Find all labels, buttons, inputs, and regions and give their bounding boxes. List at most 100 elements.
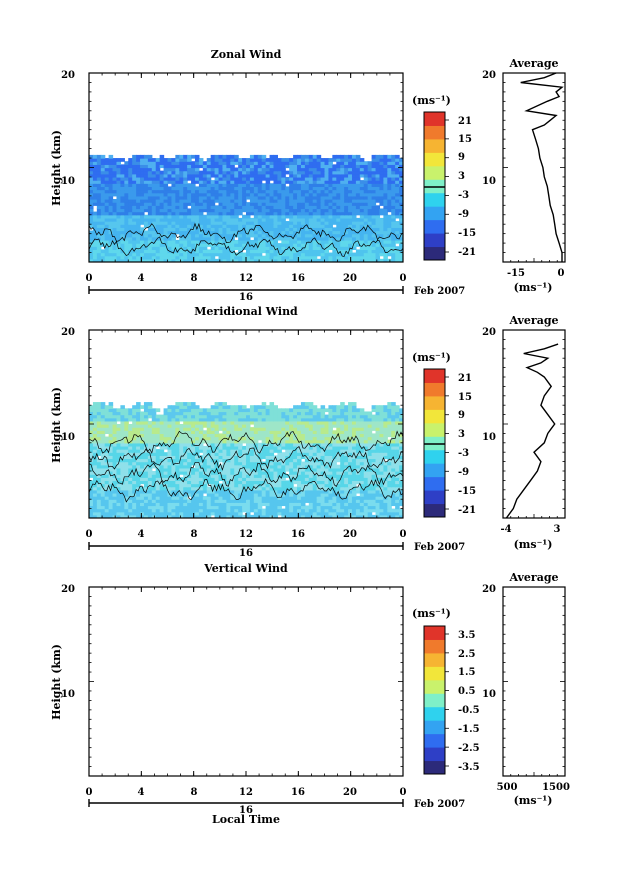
heatmap-cell — [387, 167, 392, 172]
heatmap-cell — [143, 496, 149, 500]
heatmap-cell — [96, 489, 102, 494]
heatmap-cell — [159, 436, 165, 441]
heatmap-cell — [234, 173, 239, 178]
heatmap-cell — [246, 458, 251, 463]
heatmap-cell — [108, 192, 114, 197]
heatmap-cell — [108, 255, 114, 260]
heatmap-cell — [238, 514, 243, 518]
heatmap-cell — [289, 255, 294, 260]
heatmap-cell — [351, 258, 357, 262]
heatmap-cell — [249, 186, 255, 191]
heatmap-cell — [112, 499, 118, 503]
heatmap-cell — [375, 445, 381, 450]
heatmap-cell — [304, 255, 310, 260]
heatmap-cell — [379, 502, 384, 507]
heatmap-cell — [383, 176, 388, 181]
heatmap-cell — [116, 511, 121, 516]
heatmap-cell — [304, 452, 310, 456]
heatmap-cell — [297, 208, 302, 213]
heatmap-cell — [120, 211, 125, 216]
heatmap-cell — [300, 505, 306, 510]
heatmap-cell — [293, 471, 298, 475]
heatmap-cell — [249, 474, 255, 478]
heatmap-cell — [324, 480, 330, 485]
heatmap-cell — [187, 161, 192, 165]
heatmap-cell — [151, 442, 157, 447]
heatmap-cell — [116, 458, 121, 463]
heatmap-cell — [128, 227, 133, 232]
heatmap-cell — [124, 243, 129, 247]
heatmap-cell — [116, 195, 121, 200]
heatmap-cell — [140, 246, 145, 250]
heatmap-cell — [399, 173, 403, 178]
heatmap-cell — [281, 249, 286, 254]
heatmap-cell — [89, 489, 94, 494]
heatmap-cell — [249, 176, 255, 181]
heatmap-cell — [214, 502, 220, 507]
heatmap-cell — [226, 158, 231, 162]
heatmap-cell — [167, 192, 173, 197]
heatmap-cell — [332, 499, 337, 503]
heatmap-cell — [371, 208, 377, 213]
heatmap-cell — [257, 176, 263, 181]
heatmap-cell — [300, 461, 306, 466]
heatmap-cell — [289, 508, 294, 513]
heatmap-cell — [253, 233, 259, 238]
heatmap-cell — [332, 205, 337, 210]
heatmap-cell — [171, 195, 176, 200]
heatmap-cell — [246, 170, 251, 175]
heatmap-cell — [234, 452, 239, 456]
heatmap-cell — [179, 255, 184, 260]
heatmap-cell — [206, 461, 212, 466]
heatmap-cell — [281, 474, 286, 478]
heatmap-cell — [175, 492, 180, 497]
heatmap-cell — [387, 239, 392, 244]
heatmap-cell — [120, 445, 125, 450]
heatmap-cell — [175, 430, 180, 434]
heatmap-cell — [96, 224, 102, 228]
heatmap-cell — [194, 202, 200, 206]
heatmap-cell — [155, 183, 161, 187]
heatmap-cell — [332, 467, 337, 472]
heatmap-cell — [391, 514, 396, 518]
heatmap-cell — [257, 505, 263, 510]
heatmap-cell — [187, 233, 192, 238]
heatmap-cell — [112, 455, 118, 460]
heatmap-cell — [281, 236, 286, 241]
heatmap-cell — [351, 176, 357, 181]
heatmap-cell — [191, 436, 196, 441]
heatmap-cell — [194, 224, 200, 228]
heatmap-cell — [100, 173, 106, 178]
heatmap-cell — [395, 477, 400, 481]
heatmap-cell — [336, 467, 341, 472]
heatmap-cell — [273, 199, 278, 203]
heatmap-cell — [371, 458, 377, 463]
heatmap-cell — [324, 455, 330, 460]
heatmap-cell — [320, 202, 326, 206]
heatmap-cell — [399, 489, 403, 494]
heatmap-cell — [187, 164, 192, 169]
heatmap-cell — [163, 514, 169, 518]
heatmap-cell — [355, 192, 361, 197]
heatmap-cell — [191, 445, 196, 450]
heatmap-cell — [399, 246, 403, 250]
heatmap-cell — [171, 483, 176, 488]
heatmap-cell — [289, 192, 294, 197]
heatmap-cell — [363, 514, 369, 518]
heatmap-cell — [116, 217, 121, 222]
heatmap-cell — [155, 458, 161, 463]
heatmap-cell — [143, 164, 149, 169]
heatmap-cell — [194, 227, 200, 232]
heatmap-cell — [96, 202, 102, 206]
heatmap-cell — [218, 180, 224, 184]
heatmap-cell — [238, 502, 243, 507]
heatmap-cell — [391, 477, 396, 481]
heatmap-cell — [191, 183, 196, 187]
heatmap-cell — [104, 208, 110, 213]
heatmap-cell — [167, 158, 173, 162]
heatmap-cell — [151, 449, 157, 453]
heatmap-cell — [136, 252, 141, 257]
heatmap-cell — [375, 505, 381, 510]
heatmap-cell — [312, 195, 318, 200]
heatmap-cell — [183, 255, 188, 260]
